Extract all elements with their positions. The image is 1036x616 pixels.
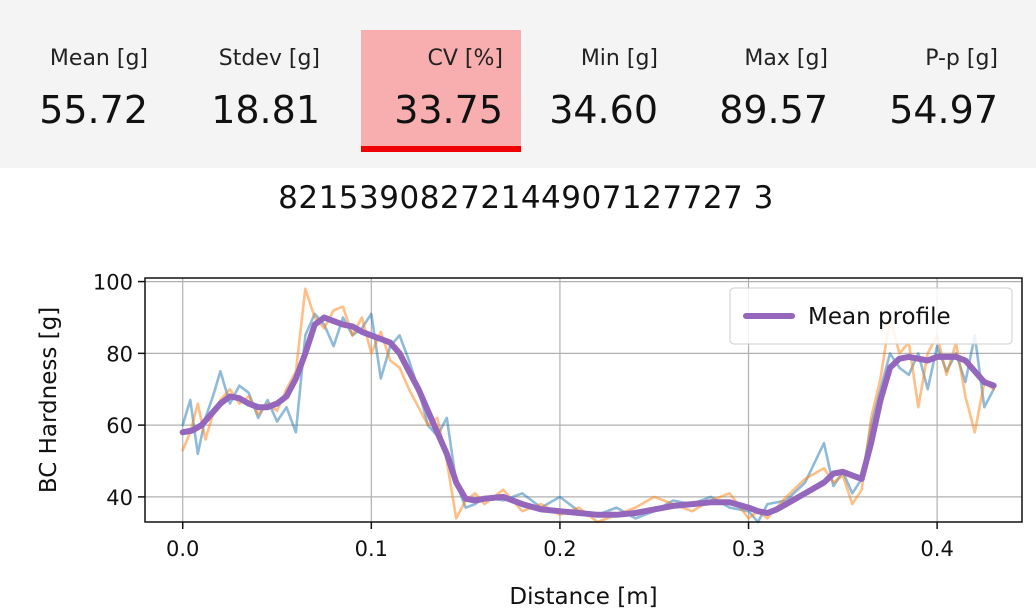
legend-label-mean-profile: Mean profile [808, 304, 951, 330]
stat-stdev: Stdev [g] 18.81 [178, 30, 338, 148]
stat-value: 55.72 [39, 88, 148, 132]
stat-label: Mean [g] [49, 46, 148, 71]
hardness-chart: 0.0 0.1 0.2 0.3 0.4 40 60 80 100 Distance [m] BC… [36, 271, 1023, 610]
x-tick-label: 0.2 [543, 537, 576, 561]
x-tick-label: 0.0 [166, 537, 199, 561]
stat-value: 18.81 [211, 88, 320, 132]
axis-ticks: 0.0 0.1 0.2 0.3 0.4 40 60 80 100 [93, 271, 954, 561]
stat-label: P-p [g] [925, 46, 998, 71]
stat-label: Stdev [g] [218, 46, 320, 71]
legend-box [729, 287, 1013, 345]
stat-max: Max [g] 89.57 [686, 30, 846, 148]
y-tick-label: 60 [106, 414, 133, 438]
y-tick-label: 100 [93, 271, 133, 295]
y-axis-label: BC Hardness [g] [36, 307, 62, 493]
stat-mean: Mean [g] 55.72 [6, 30, 166, 148]
y-tick-label: 80 [106, 342, 133, 366]
stat-label: Min [g] [580, 46, 658, 71]
x-axis-label: Distance [m] [509, 584, 657, 610]
stat-value: 33.75 [394, 88, 503, 132]
stat-value: 34.60 [549, 88, 658, 132]
x-tick-label: 0.1 [355, 537, 388, 561]
plot-frame [144, 277, 1023, 523]
stat-value: 54.97 [889, 88, 998, 132]
chart-title: 82153908272144907127727 3 [278, 180, 774, 216]
series-lines [179, 287, 997, 524]
stat-label: CV [%] [427, 46, 503, 71]
series-line-mean-profile [179, 314, 997, 518]
y-tick-label: 40 [106, 486, 133, 510]
stat-min: Min [g] 34.60 [516, 30, 676, 148]
series-line-1 [181, 312, 996, 524]
stat-label: Max [g] [744, 46, 828, 71]
legend: Mean profile [729, 287, 1013, 345]
x-tick-label: 0.4 [920, 537, 953, 561]
stat-peak-to-peak: P-p [g] 54.97 [856, 30, 1016, 148]
stat-value: 89.57 [719, 88, 828, 132]
stat-cv: CV [%] 33.75 [361, 30, 521, 152]
x-tick-label: 0.3 [732, 537, 765, 561]
